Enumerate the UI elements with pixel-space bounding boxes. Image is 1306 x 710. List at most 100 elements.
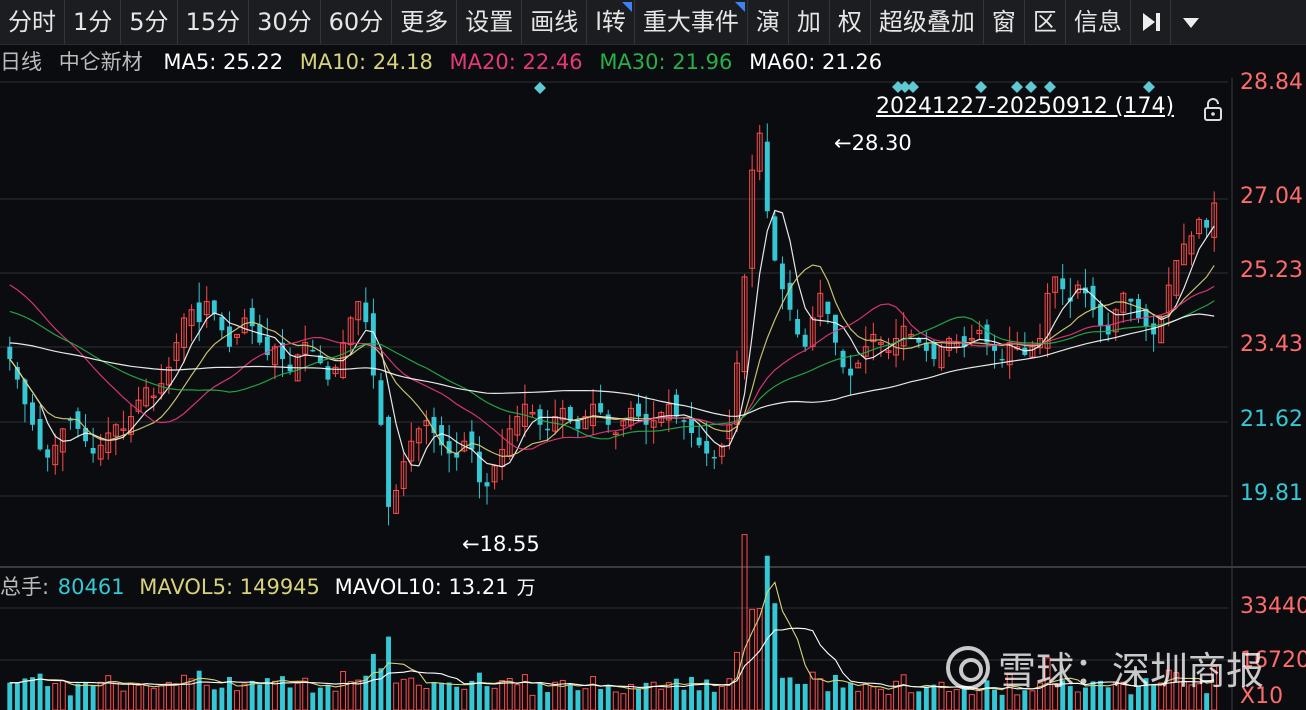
volume-bar: [734, 651, 740, 710]
mavol10-line: [9, 627, 1215, 690]
volume-bar: [294, 682, 301, 710]
candle-body: [264, 336, 270, 355]
volume-axis-mid: 16720: [1240, 648, 1306, 673]
toolbar-item-3[interactable]: 15分: [178, 0, 250, 44]
volume-bar: [749, 608, 756, 710]
toolbar-item-7[interactable]: 设置: [457, 0, 523, 44]
high-annotation: ←28.30: [834, 131, 912, 155]
volume-bar: [1090, 681, 1096, 710]
event-marker-icon: [975, 81, 987, 93]
volume-bar: [461, 688, 468, 710]
candle-body: [1006, 342, 1013, 366]
candlestick-series: [7, 123, 1218, 526]
candle-body: [1211, 202, 1218, 238]
candle-body: [877, 342, 884, 345]
skip-to-end-icon[interactable]: [1131, 0, 1171, 44]
toolbar-item-0[interactable]: 分时: [0, 0, 65, 44]
volume-bar: [423, 687, 430, 710]
candle-body: [227, 326, 232, 347]
candle-body: [1173, 260, 1180, 296]
volume-bar: [287, 687, 293, 710]
volume-bar: [582, 688, 589, 710]
ma60-value: MA60: 21.26: [749, 50, 883, 74]
candle-body: [885, 350, 892, 353]
toolbar-item-15[interactable]: 窗: [984, 0, 1025, 44]
candle-body: [1044, 292, 1051, 349]
volume-bar: [7, 682, 13, 710]
range-label[interactable]: 20241227-20250912 (174): [876, 94, 1175, 119]
toolbar-item-9[interactable]: l转: [587, 0, 635, 44]
volume-bar: [67, 695, 73, 710]
candle-body: [143, 387, 150, 407]
candle-body: [271, 346, 278, 366]
volume-info-bar: 总手: 80461 MAVOL5: 149945 MAVOL10: 13.21 万: [0, 571, 552, 603]
volume-bar: [181, 674, 187, 710]
toolbar-item-13[interactable]: 权: [830, 0, 871, 44]
dropdown-triangle-icon[interactable]: [1171, 0, 1211, 44]
toolbar-item-1[interactable]: 1分: [65, 0, 122, 44]
candle-body: [347, 317, 354, 346]
volume-bar: [968, 694, 975, 710]
toolbar-item-4[interactable]: 30分: [249, 0, 321, 44]
volume-bar: [870, 686, 877, 710]
candle-body: [112, 424, 119, 437]
candle-body: [491, 465, 498, 483]
toolbar-item-16[interactable]: 区: [1025, 0, 1066, 44]
event-marker-icon: [1025, 81, 1037, 93]
event-marker-icon: [1044, 81, 1056, 93]
candle-body: [749, 169, 756, 269]
volume-bar: [673, 678, 679, 710]
candle-body: [734, 362, 740, 425]
candle-body: [1090, 285, 1096, 310]
volume-bar: [521, 674, 528, 710]
volume-bar: [97, 681, 104, 710]
low-annotation: ←18.55: [462, 532, 540, 556]
volume-bar: [809, 671, 816, 710]
candle-body: [1112, 309, 1119, 333]
volume-bar: [271, 680, 278, 710]
unlock-icon[interactable]: [1202, 98, 1224, 122]
volume-bar: [605, 685, 611, 710]
toolbar-item-11[interactable]: 演: [748, 0, 789, 44]
volume-bar: [825, 691, 831, 710]
candle-body: [1029, 346, 1036, 358]
candle-body: [14, 366, 20, 380]
volume-bar: [1067, 686, 1073, 710]
candle-body: [7, 346, 13, 360]
toolbar-item-6[interactable]: 更多: [392, 0, 458, 44]
candle-body: [681, 420, 687, 422]
candle-body: [423, 420, 430, 427]
candle-body: [787, 282, 793, 310]
toolbar-item-17[interactable]: 信息: [1066, 0, 1131, 44]
candle-body: [181, 317, 187, 348]
toolbar-item-8[interactable]: 画线: [522, 0, 588, 44]
toolbar-item-10[interactable]: 重大事件: [635, 0, 748, 44]
candle-body: [718, 444, 725, 457]
candle-body: [83, 427, 88, 442]
candle-body: [211, 300, 217, 314]
chart-grid: [0, 78, 1306, 710]
volume-bar: [454, 686, 460, 710]
volume-bar: [1165, 669, 1172, 710]
volume-bar: [37, 673, 43, 710]
volume-bar: [931, 684, 937, 710]
volume-bar: [1029, 690, 1036, 710]
candle-body: [30, 402, 35, 425]
candle-body: [855, 362, 862, 369]
toolbar-item-14[interactable]: 超级叠加: [871, 0, 984, 44]
event-marker-icon: [1143, 81, 1155, 93]
toolbar-item-12[interactable]: 加: [789, 0, 830, 44]
candle-body: [120, 428, 127, 431]
toolbar-item-2[interactable]: 5分: [121, 0, 178, 44]
volume-bar: [545, 692, 551, 710]
kline-chart[interactable]: [0, 78, 1306, 710]
candle-body: [1180, 243, 1187, 266]
volume-ma-lines: [9, 581, 1215, 692]
volume-label: 总手:: [0, 575, 50, 599]
volume-bar: [128, 683, 134, 710]
volume-bar: [1105, 687, 1111, 710]
volume-bar: [938, 681, 945, 710]
volume-bar: [840, 687, 846, 710]
toolbar-item-5[interactable]: 60分: [321, 0, 393, 44]
candle-body: [22, 379, 28, 405]
